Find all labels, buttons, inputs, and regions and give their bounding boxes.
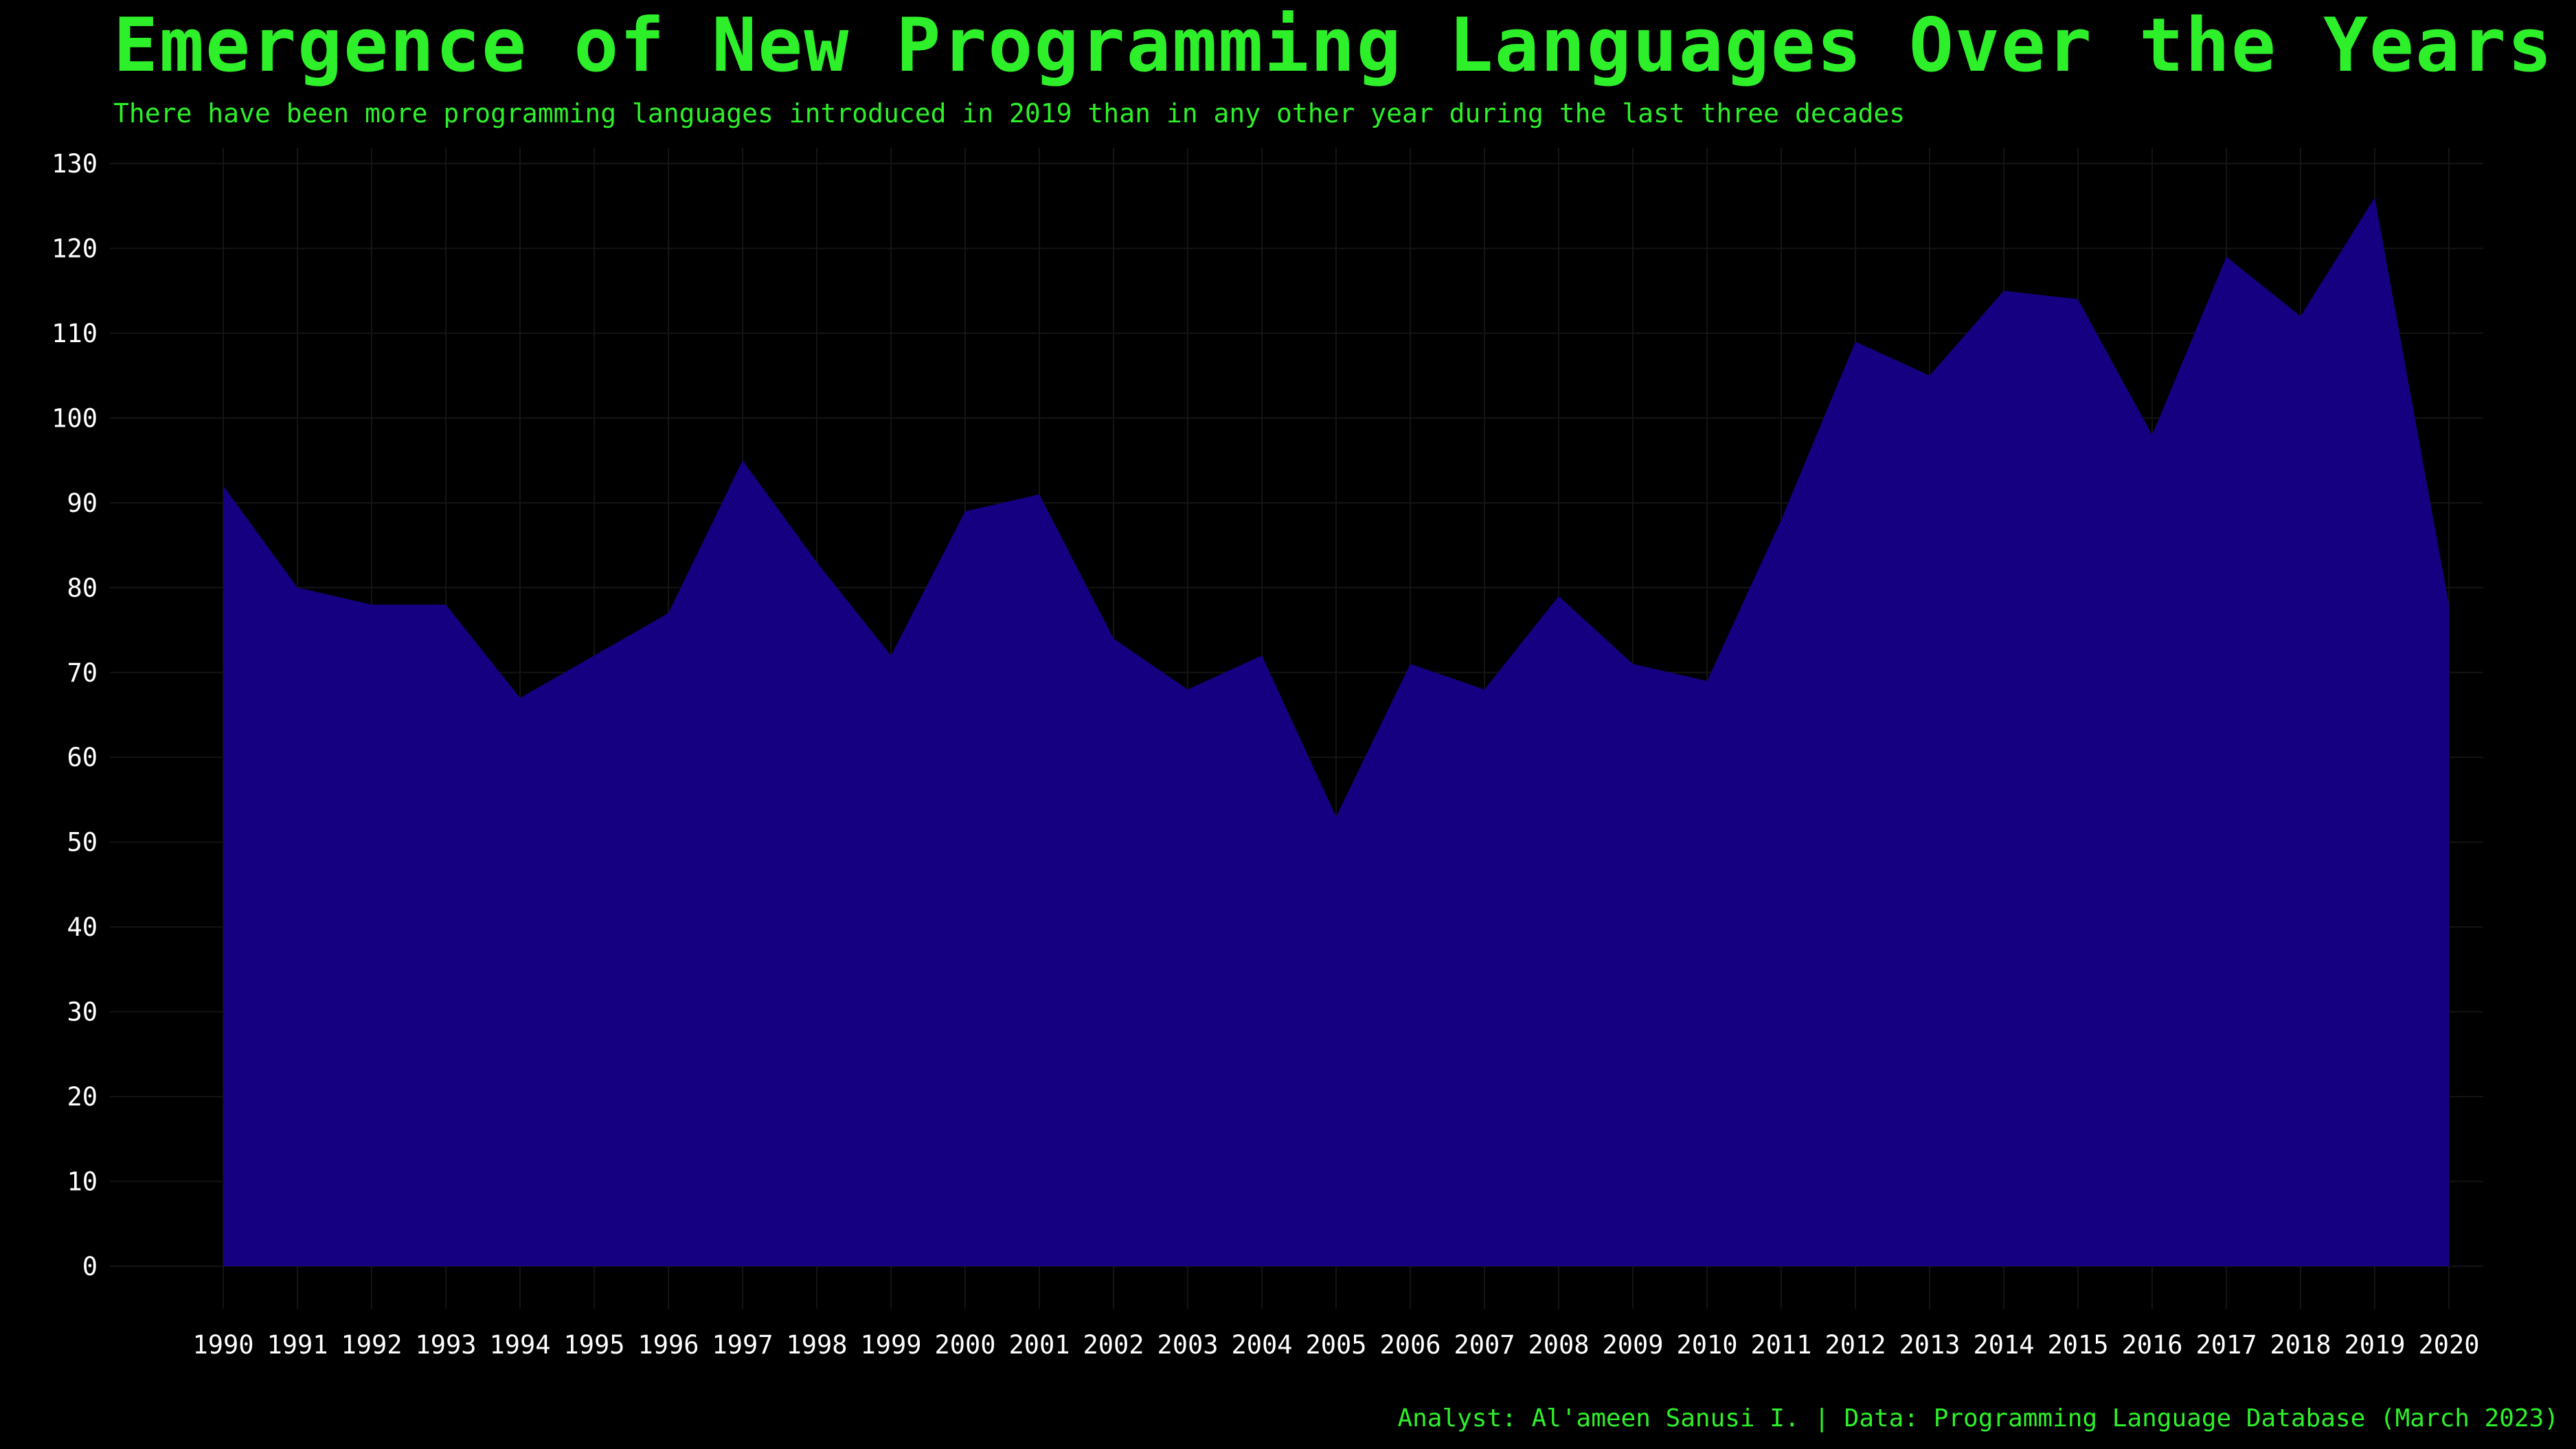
chart-title: Emergence of New Programming Languages O… bbox=[113, 3, 2554, 89]
x-tick-label: 2004 bbox=[1231, 1330, 1292, 1360]
chart-caption: Analyst: Al'ameen Sanusi I. | Data: Prog… bbox=[1397, 1404, 2559, 1433]
x-tick-label: 2003 bbox=[1157, 1330, 1218, 1360]
x-tick-label: 1992 bbox=[341, 1330, 402, 1360]
y-tick-label: 60 bbox=[67, 743, 98, 772]
x-tick-label: 2010 bbox=[1676, 1330, 1737, 1360]
x-tick-label: 1996 bbox=[637, 1330, 699, 1360]
x-tick-label: 1994 bbox=[489, 1330, 550, 1360]
y-tick-label: 100 bbox=[52, 403, 98, 433]
area-series bbox=[223, 197, 2449, 1266]
y-tick-label: 130 bbox=[52, 149, 98, 179]
chart-subtitle: There have been more programming languag… bbox=[113, 98, 1906, 128]
x-tick-label: 2005 bbox=[1305, 1330, 1366, 1360]
x-tick-label: 1991 bbox=[267, 1330, 328, 1360]
y-tick-label: 120 bbox=[52, 234, 98, 263]
x-tick-label: 2014 bbox=[1973, 1330, 2034, 1360]
x-tick-label: 2013 bbox=[1899, 1330, 1960, 1360]
y-tick-label: 110 bbox=[52, 319, 98, 348]
y-tick-label: 80 bbox=[67, 573, 98, 603]
x-tick-label: 2018 bbox=[2270, 1330, 2331, 1360]
x-tick-label: 1993 bbox=[415, 1330, 476, 1360]
x-tick-label: 2020 bbox=[2418, 1330, 2479, 1360]
x-tick-label: 2002 bbox=[1083, 1330, 1144, 1360]
y-axis-ticks: 0 10 20 30 40 50 60 70 80 90 100 110 120 130 bbox=[52, 149, 98, 1281]
y-tick-label: 50 bbox=[67, 828, 98, 857]
y-tick-label: 30 bbox=[67, 998, 98, 1027]
area-series-0 bbox=[223, 197, 2449, 1266]
x-axis-ticks: 1990 1991 1992 1993 1994 1995 1996 1997 1998 1999… bbox=[192, 1330, 2479, 1360]
x-tick-label: 2015 bbox=[2047, 1330, 2108, 1360]
x-tick-label: 2019 bbox=[2344, 1330, 2405, 1360]
x-tick-label: 1995 bbox=[563, 1330, 624, 1360]
x-tick-label: 2011 bbox=[1750, 1330, 1811, 1360]
y-tick-label: 10 bbox=[67, 1167, 98, 1197]
x-tick-label: 2012 bbox=[1824, 1330, 1886, 1360]
y-tick-label: 20 bbox=[67, 1082, 98, 1112]
x-tick-label: 2007 bbox=[1454, 1330, 1515, 1360]
x-tick-label: 1990 bbox=[192, 1330, 253, 1360]
y-tick-label: 70 bbox=[67, 658, 98, 688]
x-tick-label: 2008 bbox=[1528, 1330, 1589, 1360]
x-tick-label: 1998 bbox=[786, 1330, 847, 1360]
x-tick-label: 2017 bbox=[2195, 1330, 2257, 1360]
x-tick-label: 2006 bbox=[1379, 1330, 1440, 1360]
x-tick-label: 1997 bbox=[712, 1330, 773, 1360]
x-tick-label: 2016 bbox=[2121, 1330, 2182, 1360]
x-tick-label: 2000 bbox=[934, 1330, 995, 1360]
x-tick-label: 1999 bbox=[860, 1330, 921, 1360]
y-tick-label: 40 bbox=[67, 912, 98, 942]
y-tick-label: 90 bbox=[67, 488, 98, 518]
y-tick-label: 0 bbox=[82, 1252, 98, 1281]
x-tick-label: 2009 bbox=[1602, 1330, 1663, 1360]
x-tick-label: 2001 bbox=[1008, 1330, 1070, 1360]
